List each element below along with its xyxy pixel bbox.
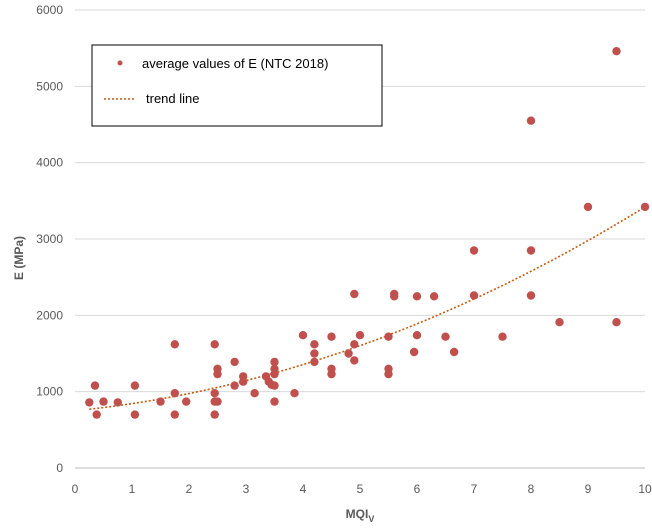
data-point: [290, 389, 299, 398]
x-axis-title-subscript: V: [368, 514, 374, 524]
legend-marker-points: [117, 60, 123, 66]
data-point: [210, 340, 219, 349]
data-point: [526, 116, 536, 125]
data-point: [469, 291, 479, 300]
data-point: [210, 389, 219, 398]
x-tick-label: 2: [186, 482, 193, 496]
x-tick-label: 6: [414, 482, 421, 496]
data-point: [350, 356, 359, 365]
y-axis-title: E (MPa): [12, 236, 26, 280]
data-point: [210, 410, 219, 419]
y-tick-label: 2000: [36, 308, 63, 322]
x-tick-label: 4: [300, 482, 307, 496]
legend-label-points: average values of E (NTC 2018): [142, 56, 328, 71]
data-point: [239, 377, 248, 386]
data-point: [640, 202, 650, 212]
data-point: [156, 397, 165, 406]
data-point: [182, 397, 191, 406]
data-point: [213, 369, 222, 379]
data-point: [298, 331, 308, 340]
y-tick-label: 6000: [36, 3, 63, 17]
y-tick-label: 5000: [36, 79, 63, 93]
data-point: [583, 202, 593, 212]
data-point: [469, 246, 479, 255]
data-point: [384, 332, 393, 341]
legend: average values of E (NTC 2018) trend lin…: [91, 44, 383, 127]
data-point: [390, 292, 399, 301]
y-tick-label: 4000: [36, 156, 63, 170]
data-point: [310, 349, 319, 358]
data-point: [230, 381, 239, 390]
data-point: [170, 410, 179, 419]
x-axis-title-main: MQI: [346, 507, 369, 521]
x-tick-label: 8: [528, 482, 535, 496]
data-point: [526, 246, 536, 255]
data-point: [412, 331, 422, 340]
x-tick-labels: 0 1 2 3 4 5 6 7 8 9 10: [72, 482, 652, 496]
data-point: [170, 340, 179, 349]
x-tick-label: 0: [72, 482, 79, 496]
x-tick-label: 1: [129, 482, 136, 496]
x-tick-label: 9: [585, 482, 592, 496]
data-point: [90, 381, 100, 390]
data-point: [355, 331, 365, 340]
data-point: [270, 397, 279, 406]
x-tick-label: 7: [471, 482, 478, 496]
data-point: [85, 398, 94, 407]
gridlines: [75, 9, 645, 393]
data-point: [310, 357, 319, 367]
data-point: [350, 340, 359, 349]
data-point: [612, 318, 621, 327]
y-tick-label: 1000: [36, 385, 63, 399]
data-point: [270, 369, 279, 379]
x-axis-title: MQIV: [346, 507, 375, 524]
data-points: [85, 47, 650, 419]
y-tick-label: 0: [56, 461, 63, 475]
data-point: [412, 292, 422, 301]
data-point: [270, 381, 279, 390]
y-tick-labels: 0 1000 2000 3000 4000 5000 6000: [36, 3, 63, 475]
data-point: [350, 289, 359, 299]
data-point: [130, 381, 140, 390]
data-point: [170, 389, 179, 398]
x-tick-label: 3: [243, 482, 250, 496]
data-point: [441, 332, 450, 341]
data-point: [213, 397, 222, 406]
x-tick-label: 5: [357, 482, 364, 496]
x-tick-label: 10: [638, 482, 652, 496]
data-point: [270, 357, 279, 367]
data-point: [99, 397, 108, 406]
legend-label-trend: trend line: [146, 91, 199, 106]
data-point: [612, 47, 621, 56]
data-point: [230, 357, 239, 367]
data-point: [409, 347, 419, 357]
data-point: [327, 369, 336, 379]
data-point: [327, 332, 336, 341]
y-tick-label: 3000: [36, 232, 63, 246]
data-point: [130, 410, 140, 419]
trend-line: [89, 206, 646, 410]
legend-box: [91, 44, 383, 127]
data-point: [429, 292, 439, 301]
data-point: [526, 291, 536, 300]
data-point: [250, 389, 259, 398]
data-point: [384, 369, 393, 379]
data-point: [310, 340, 319, 349]
data-point: [449, 347, 459, 357]
data-point: [498, 332, 507, 341]
data-point: [113, 398, 123, 407]
data-point: [92, 410, 101, 419]
data-point: [344, 349, 353, 358]
data-point: [555, 318, 564, 327]
